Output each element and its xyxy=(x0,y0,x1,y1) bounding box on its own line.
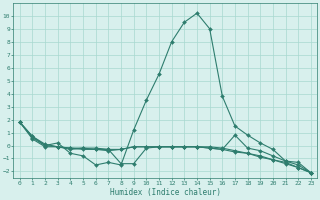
X-axis label: Humidex (Indice chaleur): Humidex (Indice chaleur) xyxy=(110,188,221,197)
